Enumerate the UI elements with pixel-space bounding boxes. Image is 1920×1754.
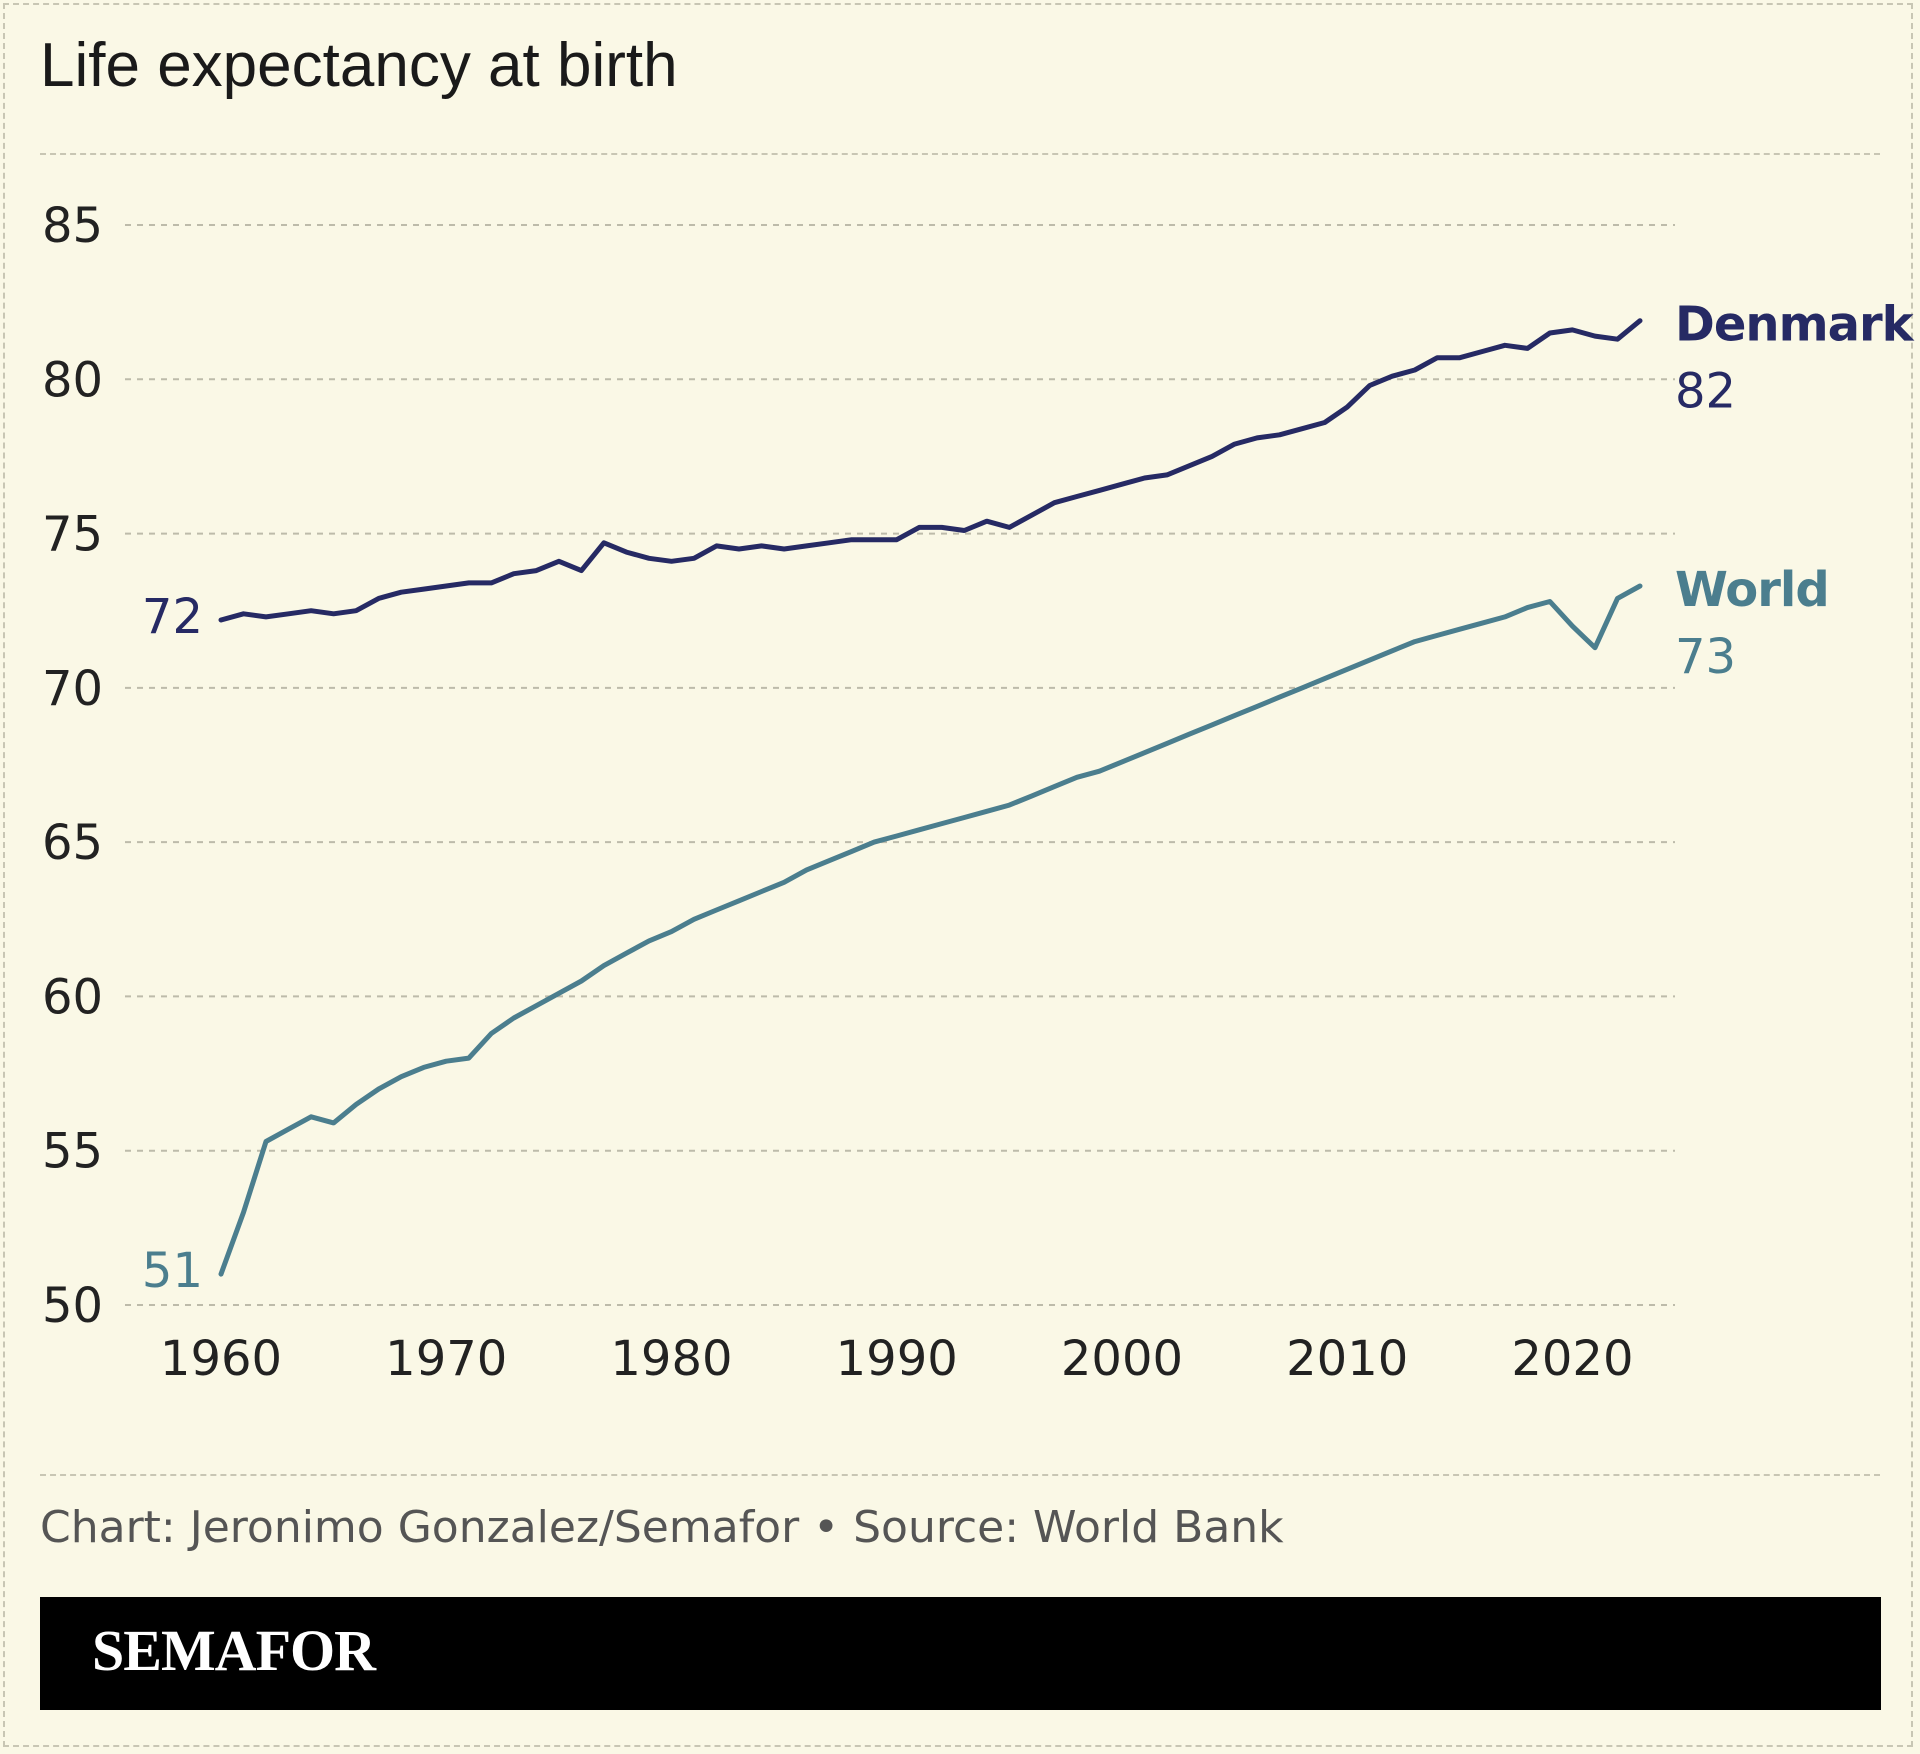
x-tick-label: 1980: [610, 1331, 732, 1387]
world-line: [218, 583, 1643, 1277]
x-tick-label: 2020: [1511, 1331, 1633, 1387]
y-tick-label: 75: [42, 507, 103, 563]
world-series-name-label: World: [1675, 562, 1829, 618]
line-chart: 50 55 60 65 70 75 80 85 1960 1970 1980 1990 2000 2010…: [42, 198, 1916, 1387]
top-divider: [40, 153, 1880, 155]
denmark-end-value-label: 82: [1675, 364, 1736, 420]
brand-bar: SEMAFOR: [40, 1597, 1881, 1710]
y-tick-label: 50: [42, 1278, 103, 1334]
denmark-series-name-label: Denmark: [1675, 297, 1915, 353]
y-tick-label: 60: [42, 969, 103, 1025]
x-tick-label: 1990: [836, 1331, 958, 1387]
denmark-line: [218, 318, 1643, 623]
y-tick-label: 70: [42, 661, 103, 717]
y-tick-label: 55: [42, 1124, 103, 1180]
y-tick-label: 85: [42, 198, 103, 254]
x-tick-label: 2000: [1061, 1331, 1183, 1387]
world-end-value-label: 73: [1675, 629, 1736, 685]
y-tick-label: 80: [42, 352, 103, 408]
x-tick-label: 1970: [385, 1331, 507, 1387]
chart-title: Life expectancy at birth: [40, 31, 678, 100]
brand-logo: SEMAFOR: [92, 1618, 376, 1683]
denmark-start-value-label: 72: [142, 589, 203, 645]
chart-frame: [3, 3, 1913, 1747]
world-start-value-label: 51: [142, 1243, 203, 1299]
x-tick-label: 2010: [1286, 1331, 1408, 1387]
y-tick-label: 65: [42, 815, 103, 871]
x-tick-label: 1960: [160, 1331, 282, 1387]
bottom-divider: [40, 1474, 1880, 1476]
chart-credit: Chart: Jeronimo Gonzalez/Semafor • Sourc…: [40, 1502, 1284, 1553]
